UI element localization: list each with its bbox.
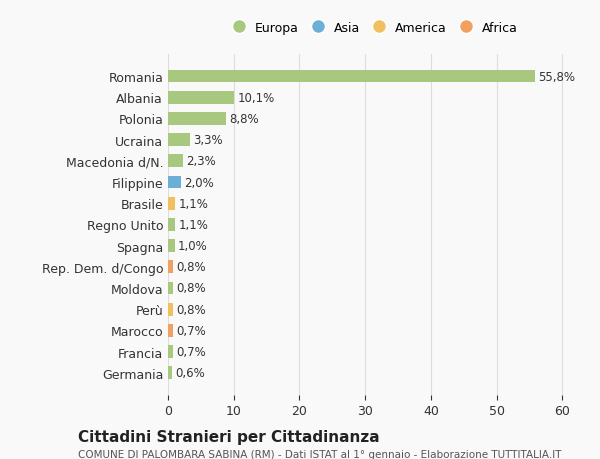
Text: 0,8%: 0,8% xyxy=(176,303,206,316)
Bar xyxy=(168,155,183,168)
Bar xyxy=(168,218,175,231)
Bar xyxy=(168,113,226,125)
Text: 2,3%: 2,3% xyxy=(187,155,216,168)
Bar xyxy=(168,92,235,104)
Bar xyxy=(168,134,190,147)
Bar xyxy=(168,303,173,316)
Text: 0,8%: 0,8% xyxy=(176,261,206,274)
Text: 0,7%: 0,7% xyxy=(176,345,206,358)
Text: Cittadini Stranieri per Cittadinanza: Cittadini Stranieri per Cittadinanza xyxy=(78,429,380,444)
Bar xyxy=(168,197,175,210)
Text: 2,0%: 2,0% xyxy=(184,176,214,189)
Text: 1,1%: 1,1% xyxy=(179,197,208,210)
Bar xyxy=(168,367,172,379)
Text: 0,8%: 0,8% xyxy=(176,282,206,295)
Bar xyxy=(168,325,173,337)
Bar xyxy=(168,346,173,358)
Text: 1,0%: 1,0% xyxy=(178,240,208,252)
Legend: Europa, Asia, America, Africa: Europa, Asia, America, Africa xyxy=(227,17,523,40)
Text: 0,7%: 0,7% xyxy=(176,324,206,337)
Text: 8,8%: 8,8% xyxy=(229,112,259,126)
Bar xyxy=(168,261,173,274)
Text: 55,8%: 55,8% xyxy=(538,70,575,84)
Text: 1,1%: 1,1% xyxy=(179,218,208,231)
Bar xyxy=(168,282,173,295)
Text: 3,3%: 3,3% xyxy=(193,134,223,147)
Text: COMUNE DI PALOMBARA SABINA (RM) - Dati ISTAT al 1° gennaio - Elaborazione TUTTIT: COMUNE DI PALOMBARA SABINA (RM) - Dati I… xyxy=(78,449,562,459)
Bar xyxy=(168,176,181,189)
Bar xyxy=(168,71,535,83)
Text: 0,6%: 0,6% xyxy=(175,366,205,380)
Text: 10,1%: 10,1% xyxy=(238,91,275,105)
Bar xyxy=(168,240,175,252)
